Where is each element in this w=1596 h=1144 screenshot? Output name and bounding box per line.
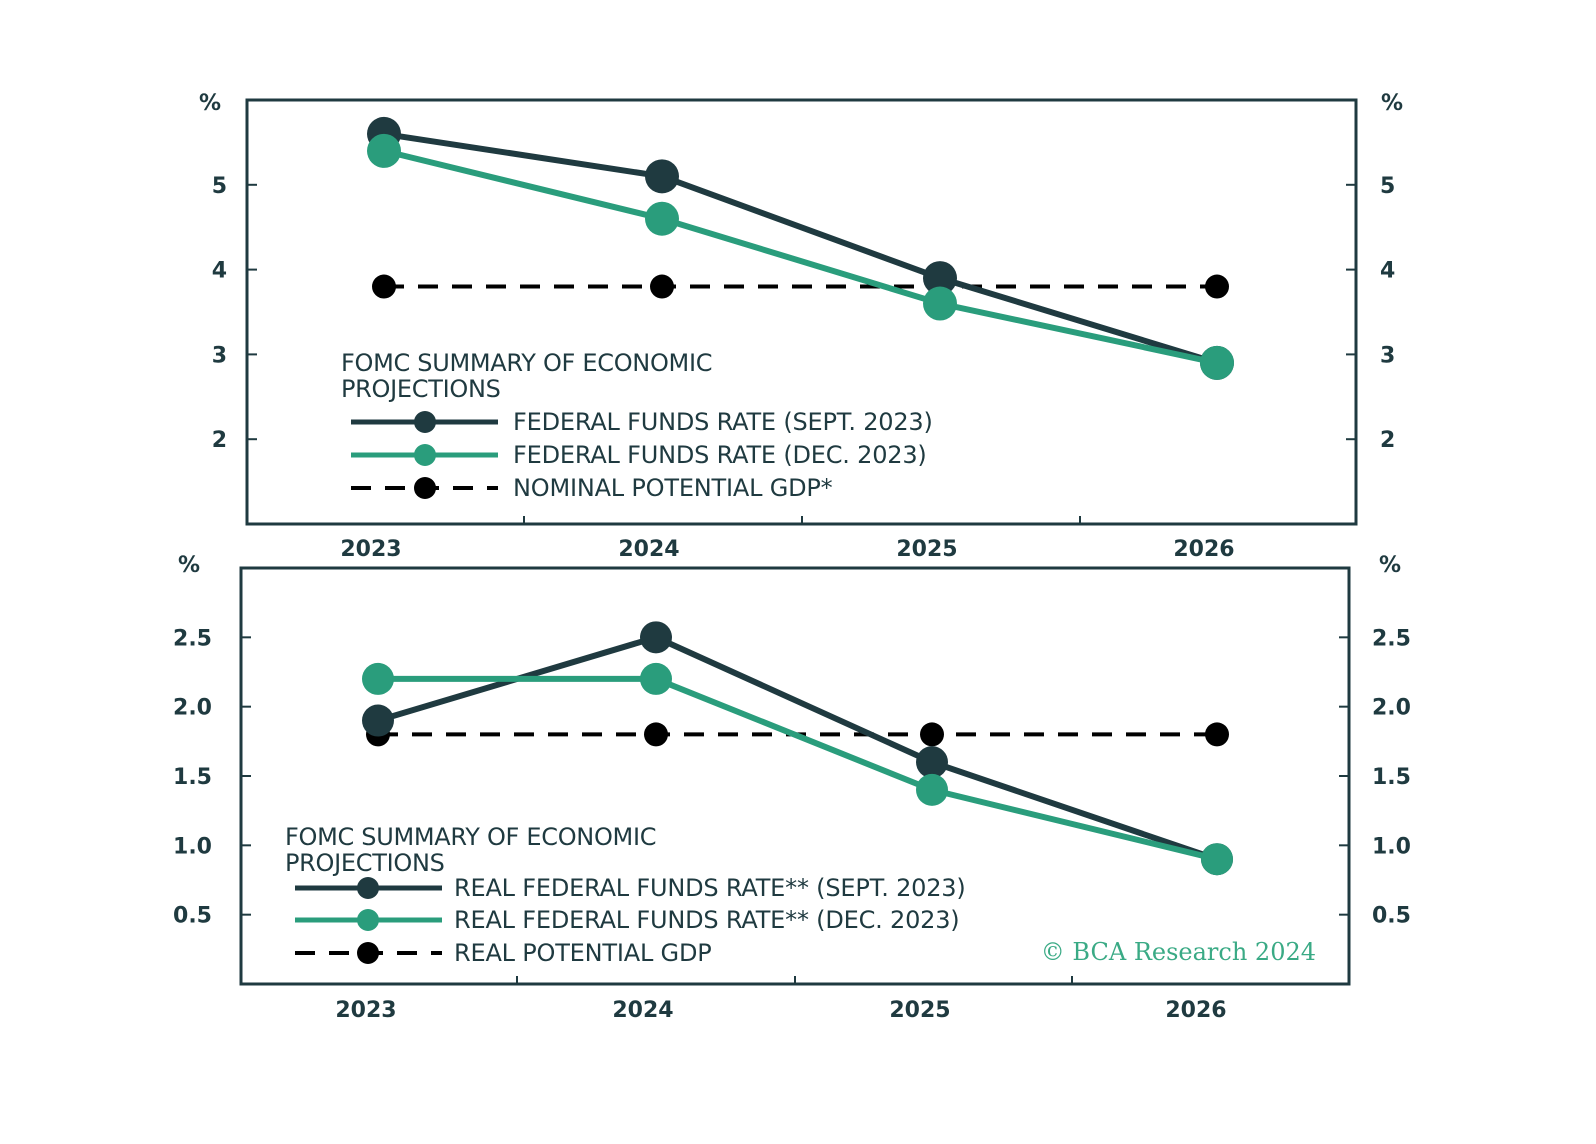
legend-title-line-1: FOMC SUMMARY OF ECONOMIC — [285, 823, 656, 851]
data-point-sept — [923, 261, 957, 296]
x-tick-label: 2024 — [618, 537, 679, 562]
data-point-potential — [1205, 722, 1229, 747]
legend-label: NOMINAL POTENTIAL GDP* — [513, 474, 833, 502]
series-line-dec — [383, 147, 1218, 366]
y-unit-label-left: % — [178, 553, 200, 578]
legend-swatch-dot — [357, 877, 379, 899]
bottom-panel: 2.5 2.5 2.0 2.0 1.5 1.5 1.0 1.0 0.5 0.5% % 2023 2024… — [173, 553, 1411, 1023]
data-point-dec — [367, 133, 401, 168]
legend-label: REAL POTENTIAL GDP — [454, 939, 712, 967]
y-tick-label-left: 2.5 — [173, 626, 212, 651]
data-point-sept — [645, 159, 679, 194]
data-point-dec — [640, 662, 672, 695]
x-tick-label: 2024 — [612, 998, 673, 1023]
data-point-potential — [920, 722, 944, 747]
y-tick-label-right: 3 — [1380, 343, 1395, 368]
data-point-dec — [1200, 345, 1234, 380]
x-tick-label: 2026 — [1173, 537, 1234, 562]
data-point-sept — [916, 746, 948, 779]
legend-title-line-1: FOMC SUMMARY OF ECONOMIC — [341, 349, 712, 377]
y-tick-label-right: 0.5 — [1372, 904, 1411, 929]
y-unit-label-left: % — [199, 91, 221, 116]
data-point-dec — [645, 201, 679, 236]
legend-label: REAL FEDERAL FUNDS RATE** (SEPT. 2023) — [454, 874, 966, 902]
y-tick-label-right: 4 — [1380, 259, 1395, 284]
x-tick-label: 2023 — [335, 998, 396, 1023]
y-tick-label-left: 4 — [212, 259, 227, 284]
data-point-dec — [1201, 843, 1233, 876]
y-tick-label-right: 2.5 — [1372, 626, 1411, 651]
legend-label: REAL FEDERAL FUNDS RATE** (DEC. 2023) — [454, 906, 959, 934]
data-point-sept — [640, 621, 672, 654]
legend-swatch-dot — [357, 942, 379, 964]
y-tick-label-left: 1.0 — [173, 834, 212, 859]
data-point-sept — [362, 704, 394, 737]
legend-swatch-dot — [357, 909, 379, 931]
y-tick-label-right: 2 — [1380, 428, 1395, 453]
legend-swatch-dot — [414, 411, 436, 433]
legend-label: FEDERAL FUNDS RATE (DEC. 2023) — [513, 441, 927, 469]
x-tick-label: 2026 — [1165, 998, 1226, 1023]
y-tick-label-right: 1.0 — [1372, 834, 1411, 859]
top-panel: 5 5 4 4 3 3 2 2% % 2023 2024 2025 2026 FOMC SUMMARY O… — [199, 91, 1403, 562]
data-point-potential — [644, 722, 668, 747]
y-tick-label-left: 0.5 — [173, 904, 212, 929]
x-tick-label: 2025 — [889, 998, 950, 1023]
data-point-dec — [916, 773, 948, 806]
data-point-potential — [372, 274, 396, 299]
y-tick-label-right: 1.5 — [1372, 765, 1411, 790]
legend-title-line-2: PROJECTIONS — [341, 375, 501, 403]
legend-title-line-2: PROJECTIONS — [285, 849, 445, 877]
series-line-dec — [378, 675, 1218, 863]
x-tick-label: 2025 — [896, 537, 957, 562]
data-point-dec — [362, 662, 394, 695]
legend-label: FEDERAL FUNDS RATE (SEPT. 2023) — [513, 408, 933, 436]
y-tick-label-left: 1.5 — [173, 765, 212, 790]
data-point-potential — [1205, 274, 1229, 299]
y-unit-label-right: % — [1379, 553, 1401, 578]
y-unit-label-right: % — [1381, 91, 1403, 116]
y-tick-label-left: 5 — [212, 174, 227, 199]
y-tick-label-left: 2.0 — [173, 696, 212, 721]
series-line-sept — [383, 130, 1218, 366]
legend-swatch-dot — [414, 444, 436, 466]
y-tick-label-left: 2 — [212, 428, 227, 453]
data-point-dec — [923, 286, 957, 321]
bca-watermark: © BCA Research 2024 — [1041, 938, 1316, 966]
data-point-potential — [650, 274, 674, 299]
x-tick-label: 2023 — [340, 537, 401, 562]
y-tick-label-right: 5 — [1380, 174, 1395, 199]
y-tick-label-right: 2.0 — [1372, 696, 1411, 721]
y-tick-label-left: 3 — [212, 343, 227, 368]
legend-swatch-dot — [414, 477, 436, 499]
